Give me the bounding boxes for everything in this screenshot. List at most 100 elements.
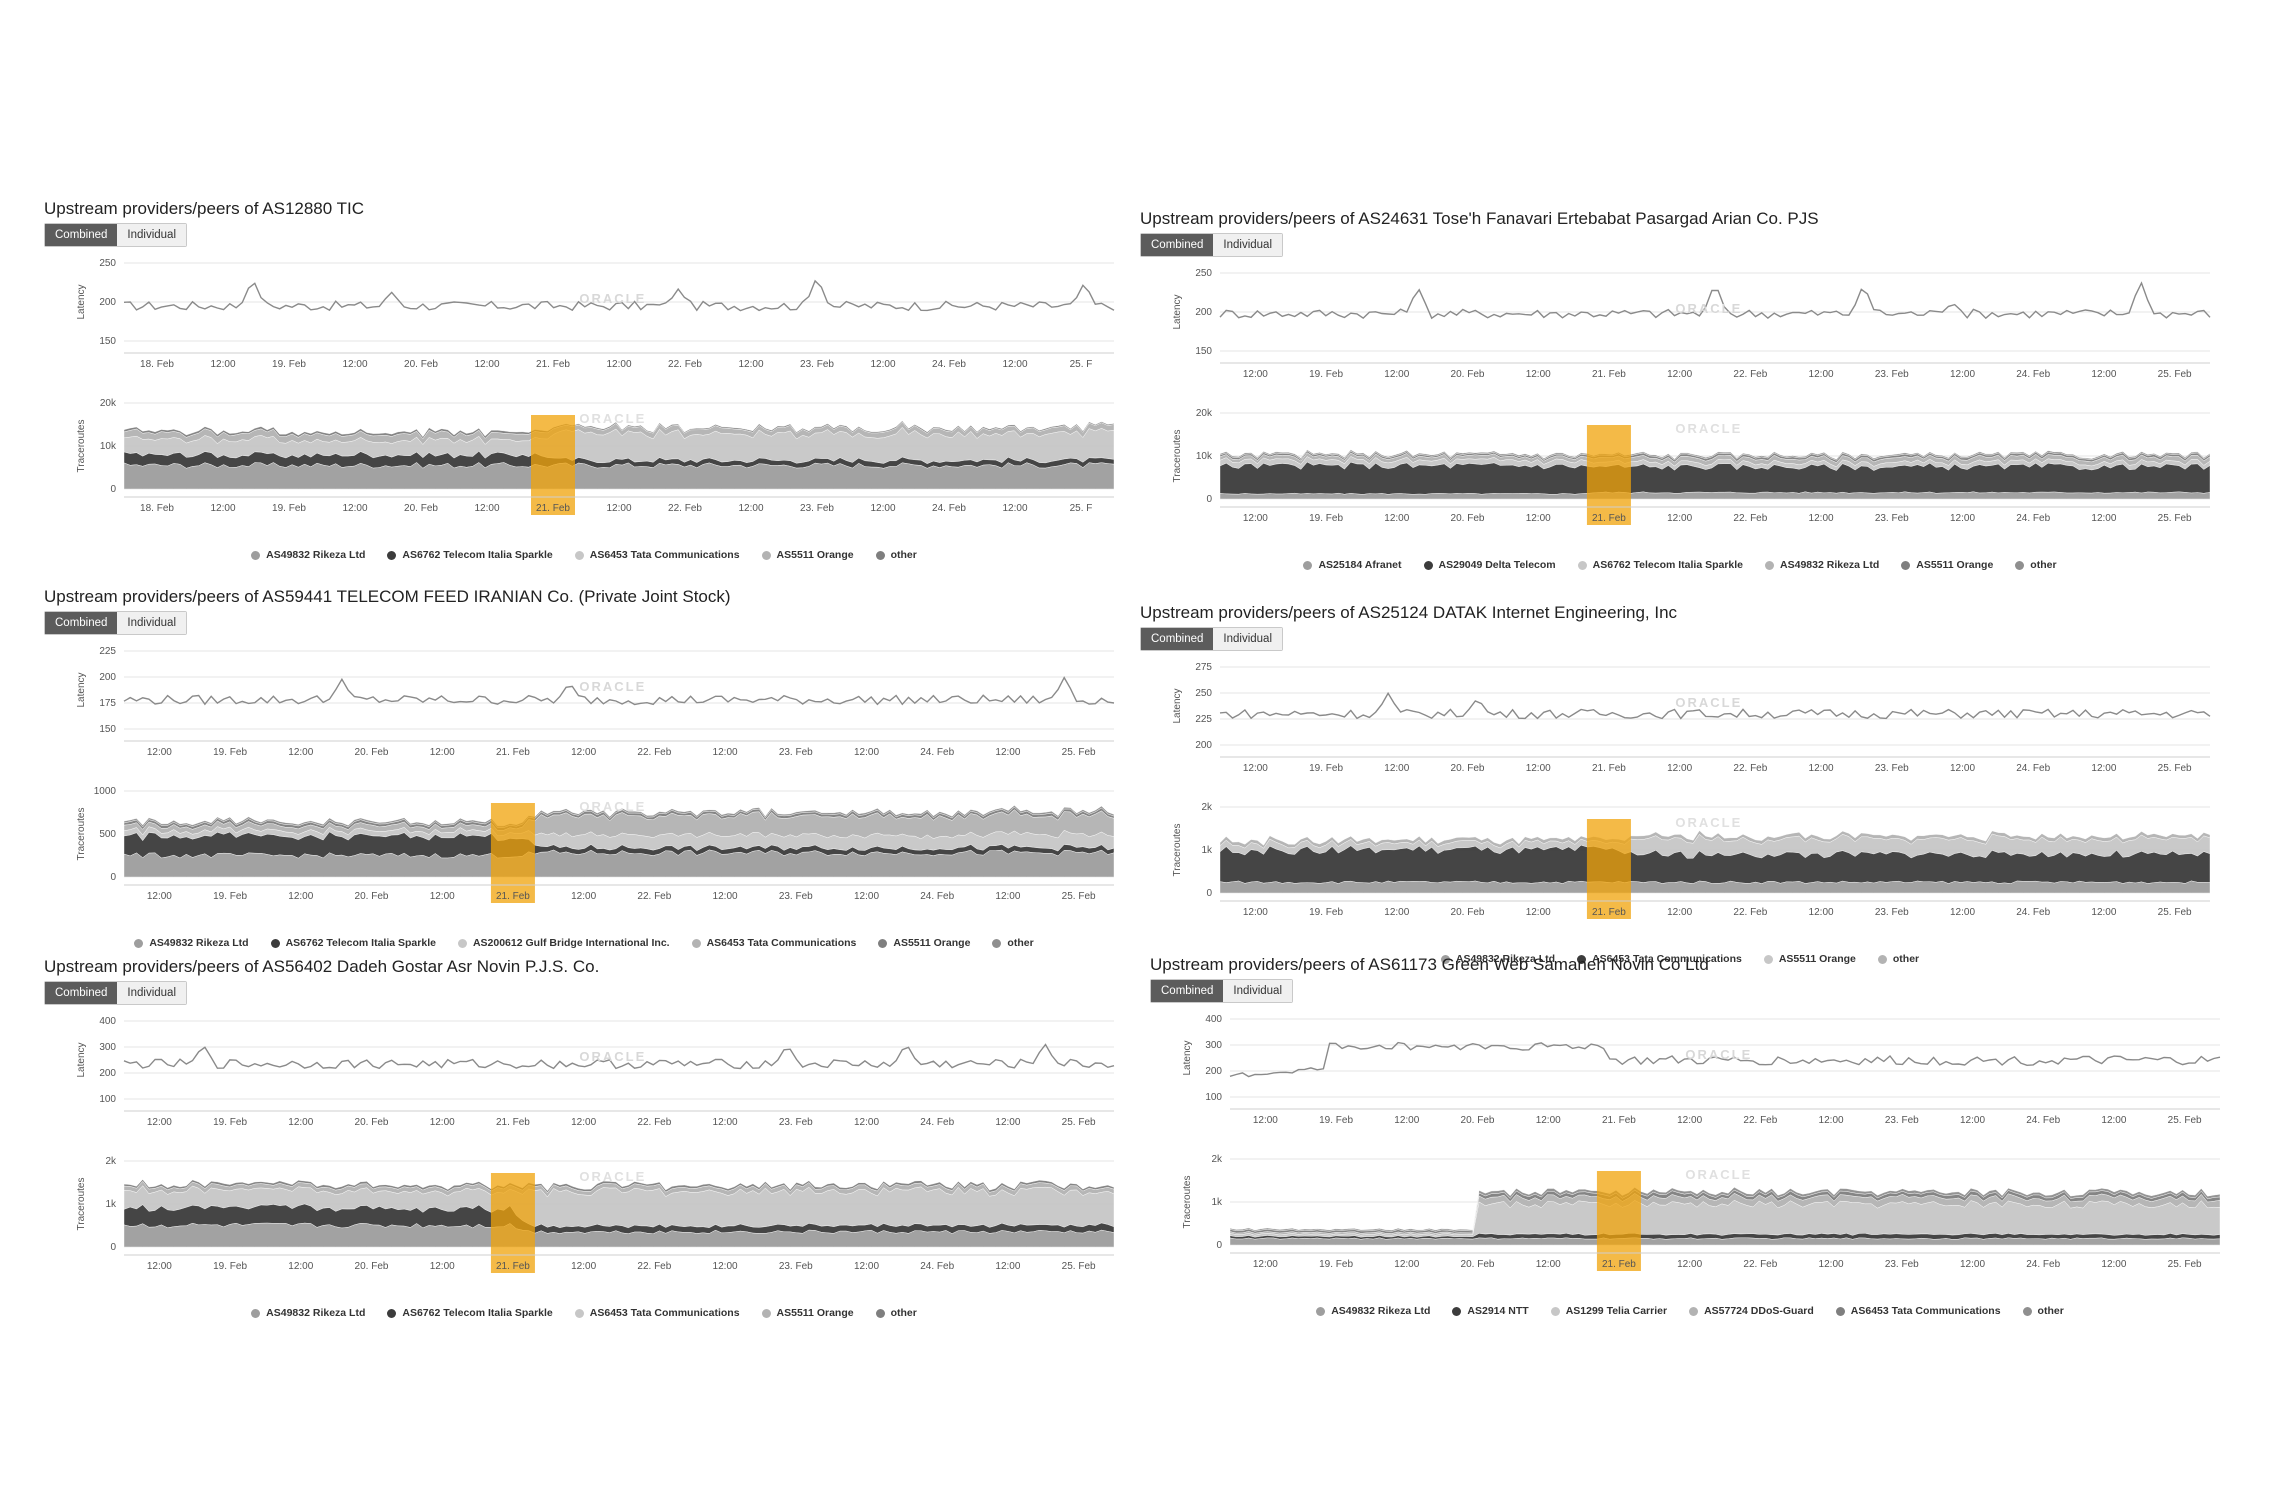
tab-individual[interactable]: Individual — [117, 982, 187, 1004]
legend-item[interactable]: other — [1877, 953, 1920, 965]
traceroutes-axis-title: Traceroutes — [1172, 824, 1183, 877]
legend-swatch — [2015, 560, 2025, 570]
latency-x-tick-label: 25. Feb — [2158, 369, 2192, 380]
tab-individual[interactable]: Individual — [1213, 234, 1283, 256]
traceroutes-x-tick-label: 12:00 — [1384, 907, 1409, 918]
legend-item[interactable]: AS49832 Rikeza Ltd — [1316, 1305, 1430, 1317]
legend-item[interactable]: other — [875, 1307, 917, 1319]
oracle-watermark: ORACLE — [1675, 421, 1742, 436]
tab-individual[interactable]: Individual — [117, 612, 187, 634]
latency-x-tick-label: 21. Feb — [1602, 1115, 1636, 1126]
latency-x-tick-label: 12:00 — [147, 747, 172, 758]
combined-chart[interactable]: 250 200 150 Latency ORACLE 20k 10k 0 Traceroutes… — [1140, 263, 2220, 555]
latency-tick-label: 200 — [1195, 740, 1212, 751]
legend-item[interactable]: AS6453 Tata Communications — [1577, 953, 1742, 965]
legend-item[interactable]: AS5511 Orange — [1901, 559, 1993, 571]
tab-combined[interactable]: Combined — [45, 224, 118, 246]
legend-label: AS49832 Rikeza Ltd — [266, 1307, 366, 1319]
combined-chart[interactable]: 400 300 200 100 Latency ORACLE 2k 1k 0 Traceroute… — [44, 1011, 1124, 1303]
traceroutes-x-tick-label: 23. Feb — [1875, 513, 1909, 524]
tab-combined[interactable]: Combined — [45, 612, 118, 634]
legend-item[interactable]: AS6453 Tata Communications — [574, 549, 740, 561]
latency-axis-title: Latency — [76, 1042, 87, 1077]
legend-item[interactable]: other — [875, 549, 917, 561]
latency-tick-label: 275 — [1195, 662, 1212, 673]
traceroutes-x-tick-label: 12:00 — [147, 1261, 172, 1272]
traceroutes-x-tick-label: 25. F — [1070, 503, 1093, 514]
legend-item[interactable]: AS49832 Rikeza Ltd — [1440, 953, 1555, 965]
legend-item[interactable]: AS5511 Orange — [878, 937, 970, 949]
latency-tick-label: 250 — [99, 258, 116, 269]
latency-x-tick-label: 12:00 — [430, 747, 455, 758]
traceroutes-x-tick-label: 22. Feb — [637, 891, 671, 902]
highlight-band — [1586, 425, 1631, 525]
legend-item[interactable]: AS5511 Orange — [761, 549, 854, 561]
tab-individual[interactable]: Individual — [1223, 980, 1293, 1002]
legend-label: AS49832 Rikeza Ltd — [1331, 1305, 1431, 1317]
legend-item[interactable]: AS6762 Telecom Italia Sparkle — [1577, 559, 1743, 571]
traceroutes-x-tick-label: 12:00 — [2091, 907, 2116, 918]
legend-item[interactable]: AS2914 NTT — [1452, 1305, 1529, 1317]
legend-item[interactable]: AS6762 Telecom Italia Sparkle — [270, 937, 436, 949]
legend-item[interactable]: AS200612 Gulf Bridge International Inc. — [457, 937, 670, 949]
legend-item[interactable]: AS6453 Tata Communications — [574, 1307, 740, 1319]
tab-combined[interactable]: Combined — [1141, 234, 1214, 256]
legend-item[interactable]: AS6453 Tata Communications — [691, 937, 856, 949]
legend-item[interactable]: other — [992, 937, 1034, 949]
legend-item[interactable]: AS57724 DDoS-Guard — [1689, 1305, 1814, 1317]
oracle-watermark: ORACLE — [579, 411, 646, 426]
traceroutes-x-tick-label: 12:00 — [713, 891, 738, 902]
tab-combined[interactable]: Combined — [1141, 628, 1214, 650]
combined-chart[interactable]: 400 300 200 100 Latency ORACLE 2k 1k 0 Traceroute… — [1150, 1009, 2230, 1301]
latency-axis-title: Latency — [1182, 1040, 1193, 1075]
combined-chart[interactable]: 250 200 150 Latency ORACLE 20k 10k 0 Traceroutes… — [44, 253, 1124, 545]
latency-x-tick-label: 22. Feb — [1733, 763, 1767, 774]
tab-individual[interactable]: Individual — [117, 224, 187, 246]
legend-label: other — [1892, 953, 1920, 965]
traceroutes-x-tick-label: 24. Feb — [2016, 907, 2050, 918]
chart-legend: AS49832 Rikeza Ltd AS2914 NTT AS1299 Telia… — [1150, 1305, 2230, 1317]
traceroutes-x-tick-label: 12:00 — [854, 891, 879, 902]
legend-label: AS1299 Telia Carrier — [1565, 1305, 1668, 1317]
latency-x-tick-label: 22. Feb — [637, 1117, 671, 1128]
legend-item[interactable]: AS6762 Telecom Italia Sparkle — [387, 549, 553, 561]
oracle-watermark: ORACLE — [579, 799, 646, 814]
tab-individual[interactable]: Individual — [1213, 628, 1283, 650]
legend-item[interactable]: AS6453 Tata Communications — [1835, 1305, 2001, 1317]
traceroutes-axis-title: Traceroutes — [76, 1178, 87, 1231]
traceroutes-tick-label: 1000 — [94, 786, 117, 797]
traceroutes-tick-label: 1k — [1211, 1197, 1223, 1208]
legend-item[interactable]: AS49832 Rikeza Ltd — [251, 549, 365, 561]
traceroutes-x-tick-label: 12:00 — [854, 1261, 879, 1272]
legend-item[interactable]: AS25184 Afranet — [1303, 559, 1402, 571]
combined-chart[interactable]: 225 200 175 150 Latency ORACLE 1000 500 0 Tracero… — [44, 641, 1124, 933]
legend-item[interactable]: AS5511 Orange — [761, 1307, 854, 1319]
traceroutes-tick-label: 1k — [105, 1199, 117, 1210]
traceroutes-x-tick-label: 12:00 — [1809, 907, 1834, 918]
oracle-watermark: ORACLE — [1675, 301, 1742, 316]
traceroutes-x-tick-label: 20. Feb — [1451, 907, 1485, 918]
legend-item[interactable]: AS6762 Telecom Italia Sparkle — [387, 1307, 553, 1319]
legend-swatch — [1689, 1306, 1699, 1316]
latency-x-tick-label: 12:00 — [2101, 1115, 2126, 1126]
legend-item[interactable]: other — [2022, 1305, 2064, 1317]
latency-axis-title: Latency — [76, 284, 87, 319]
latency-x-tick-label: 12:00 — [606, 359, 631, 370]
legend-item[interactable]: AS29049 Delta Telecom — [1423, 559, 1556, 571]
legend-item[interactable]: AS49832 Rikeza Ltd — [251, 1307, 365, 1319]
legend-item[interactable]: other — [2015, 559, 2057, 571]
tab-combined[interactable]: Combined — [1151, 980, 1224, 1002]
latency-x-tick-label: 12:00 — [713, 1117, 738, 1128]
tab-combined[interactable]: Combined — [45, 982, 118, 1004]
latency-x-tick-label: 12:00 — [147, 1117, 172, 1128]
legend-item[interactable]: AS49832 Rikeza Ltd — [134, 937, 249, 949]
traceroutes-tick-label: 0 — [1206, 494, 1212, 505]
legend-item[interactable]: AS49832 Rikeza Ltd — [1765, 559, 1879, 571]
legend-swatch — [1577, 560, 1587, 570]
combined-chart[interactable]: 275 250 225 200 Latency ORACLE 2k 1k 0 Traceroute… — [1140, 657, 2220, 949]
legend-item[interactable]: AS5511 Orange — [1763, 953, 1856, 965]
latency-x-tick-label: 12:00 — [1960, 1115, 1985, 1126]
latency-x-tick-label: 12:00 — [1950, 763, 1975, 774]
legend-item[interactable]: AS1299 Telia Carrier — [1550, 1305, 1668, 1317]
traceroutes-x-tick-label: 12:00 — [2091, 513, 2116, 524]
